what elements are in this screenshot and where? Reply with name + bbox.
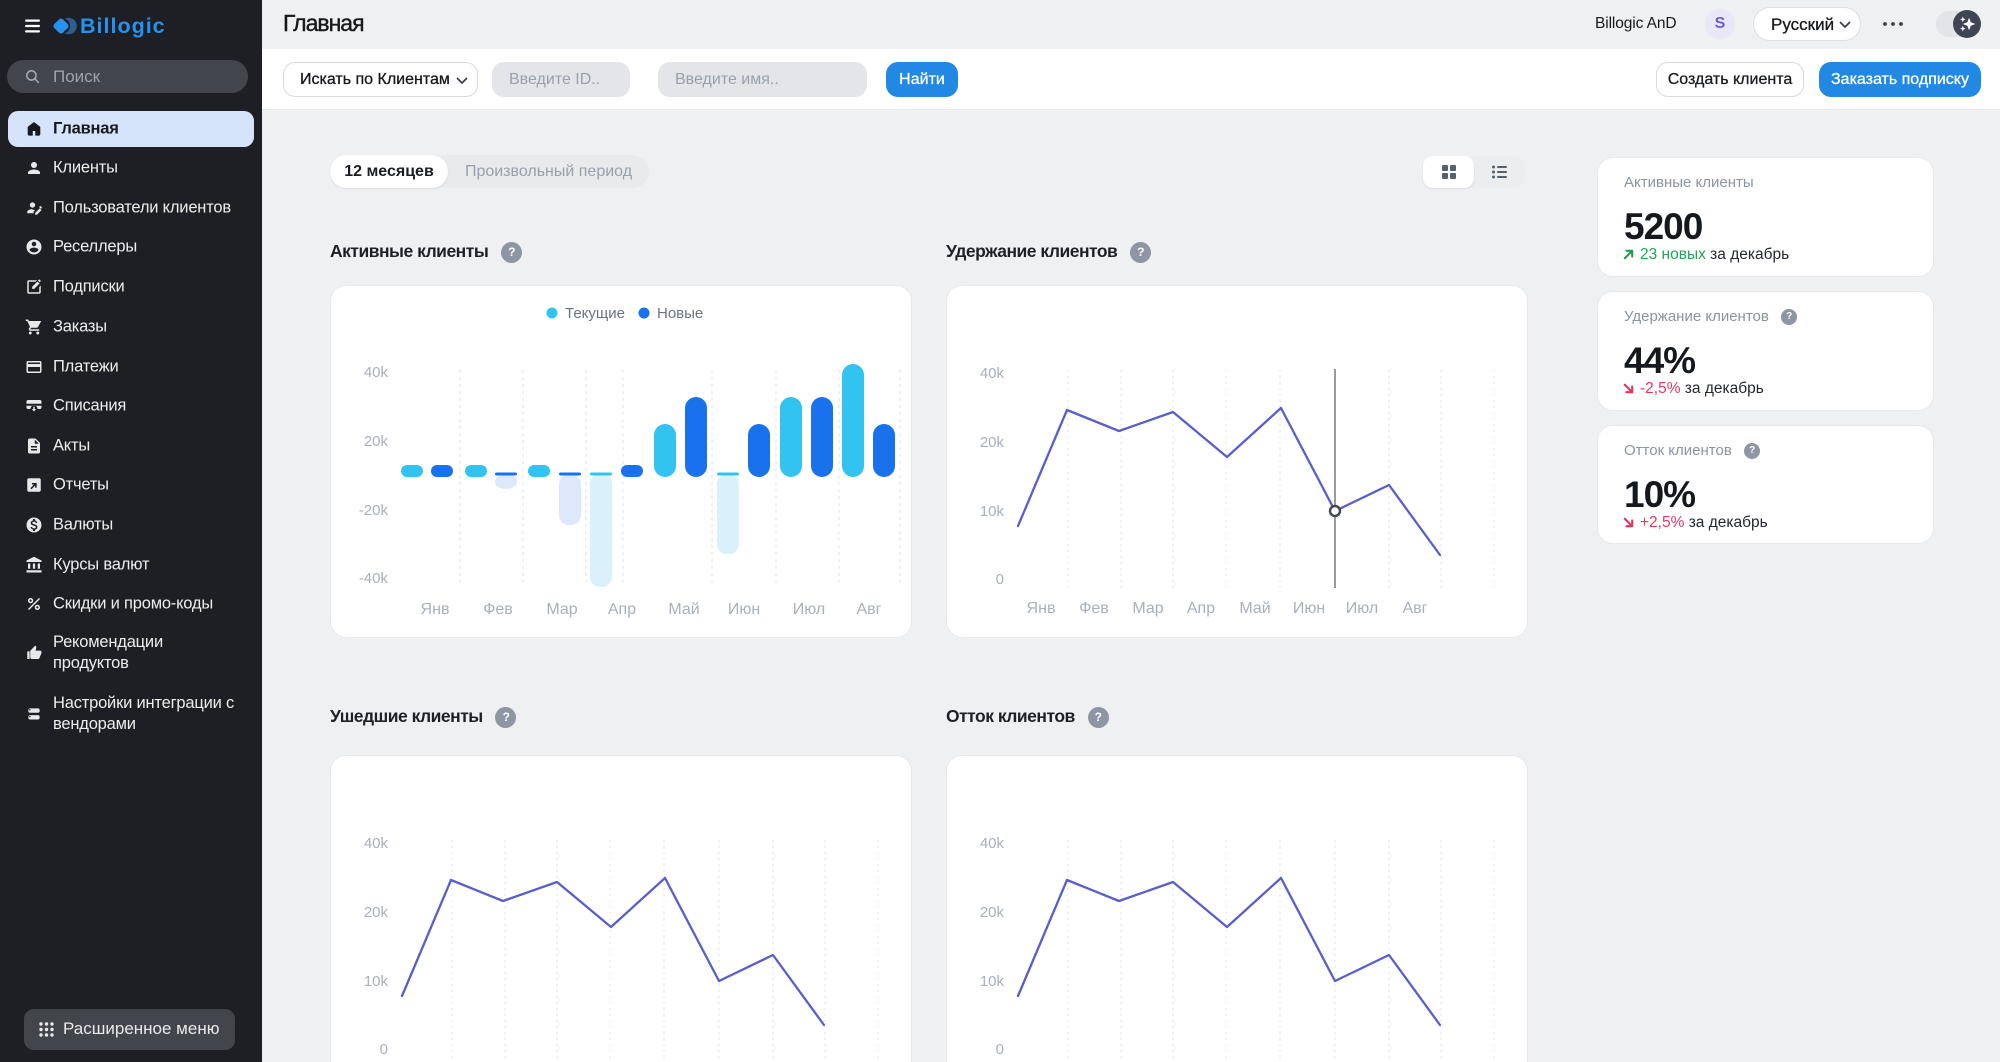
svg-text:20k: 20k: [364, 904, 389, 921]
svg-text:-20k: -20k: [359, 502, 389, 519]
svg-text:10k: 10k: [980, 503, 1005, 520]
svg-text:20k: 20k: [980, 434, 1005, 451]
svg-text:Янв: Янв: [1027, 600, 1056, 617]
svg-text:Фев: Фев: [483, 601, 513, 618]
svg-text:Май: Май: [1239, 600, 1270, 617]
svg-text:Июл: Июл: [1346, 600, 1378, 617]
svg-text:Новые: Новые: [657, 305, 703, 322]
svg-text:Июн: Июн: [728, 601, 760, 618]
svg-text:Мар: Мар: [546, 601, 577, 618]
svg-text:Янв: Янв: [421, 601, 450, 618]
svg-text:Фев: Фев: [1079, 600, 1109, 617]
svg-text:Апр: Апр: [1187, 600, 1215, 617]
svg-text:10k: 10k: [980, 973, 1005, 990]
svg-text:Июл: Июл: [793, 601, 825, 618]
svg-text:Текущие: Текущие: [565, 305, 625, 322]
svg-text:Апр: Апр: [608, 601, 636, 618]
svg-text:40k: 40k: [364, 835, 389, 852]
svg-text:40k: 40k: [364, 364, 389, 381]
svg-text:Авг: Авг: [856, 601, 881, 618]
svg-text:Май: Май: [668, 601, 699, 618]
svg-text:0: 0: [996, 571, 1004, 588]
svg-text:Авг: Авг: [1402, 600, 1427, 617]
svg-text:Июн: Июн: [1293, 600, 1325, 617]
svg-text:10k: 10k: [364, 973, 389, 990]
svg-text:Мар: Мар: [1132, 600, 1163, 617]
svg-text:0: 0: [996, 1041, 1004, 1058]
svg-text:20k: 20k: [364, 433, 389, 450]
svg-text:40k: 40k: [980, 835, 1005, 852]
svg-text:0: 0: [380, 1041, 388, 1058]
svg-text:-40k: -40k: [359, 570, 389, 587]
svg-text:40k: 40k: [980, 365, 1005, 382]
svg-text:20k: 20k: [980, 904, 1005, 921]
